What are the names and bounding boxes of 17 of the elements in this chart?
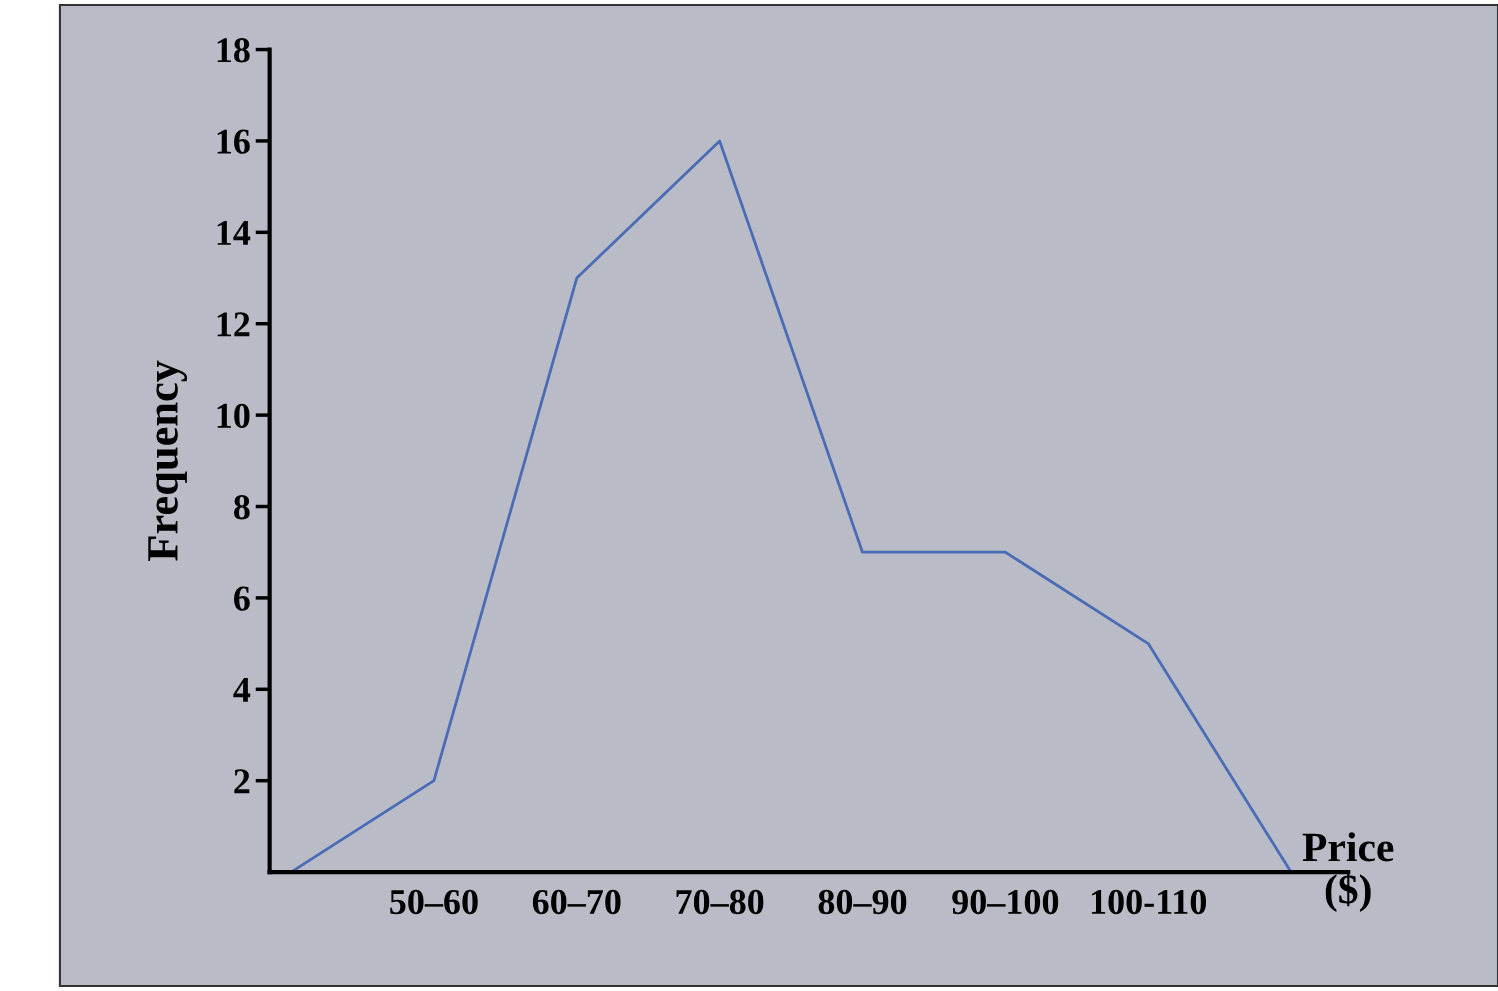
y-axis-title: Frequency <box>148 360 187 561</box>
x-tick-label: 60–70 <box>532 889 621 915</box>
x-tick-label: 80–90 <box>818 889 907 915</box>
y-tick-label: 14 <box>217 221 251 245</box>
y-tick-label: 16 <box>217 129 250 154</box>
x-tick-label: 100-110 <box>1091 889 1207 915</box>
x-tick-label: 70–80 <box>676 889 764 915</box>
y-tick-label: 6 <box>234 586 250 611</box>
y-tick-label: 2 <box>234 769 250 794</box>
y-tick-label: 10 <box>217 403 250 428</box>
x-tick-label: 90–100 <box>952 889 1059 915</box>
x-tick-label: 50–60 <box>390 889 478 915</box>
y-tick-label: 18 <box>217 38 250 63</box>
y-tick-label: 8 <box>234 495 250 520</box>
y-tick-label: 4 <box>233 678 251 702</box>
y-tick-label: 12 <box>217 312 250 337</box>
x-axis-title: Price ($) <box>1302 832 1394 912</box>
